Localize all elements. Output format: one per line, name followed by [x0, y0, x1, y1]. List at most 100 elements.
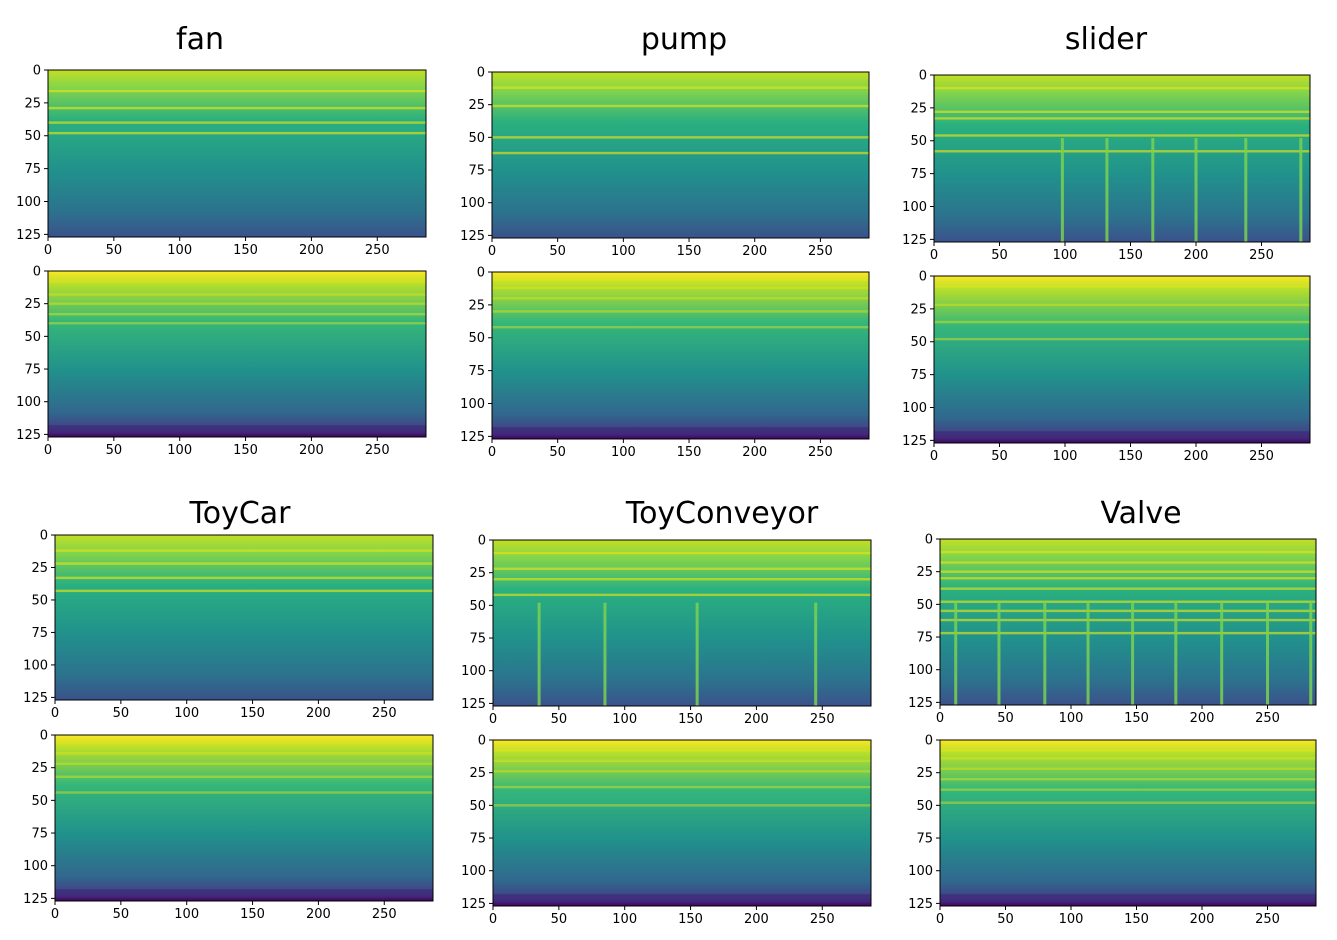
- frequency-band: [55, 775, 433, 779]
- y-tick-label: 25: [469, 566, 486, 581]
- y-tick-label: 75: [910, 368, 927, 383]
- y-tick-label: 50: [468, 331, 485, 346]
- x-tick-label: 0: [489, 912, 497, 927]
- y-tick-label: 125: [461, 697, 486, 712]
- chart-title: ToyConveyor: [625, 496, 819, 531]
- y-tick-label: 0: [919, 69, 927, 84]
- x-tick-label: 200: [744, 912, 769, 927]
- x-tick-label: 150: [1118, 248, 1143, 263]
- x-tick-label: 200: [1190, 912, 1215, 927]
- y-tick-label: 75: [910, 167, 927, 182]
- frequency-band: [493, 804, 871, 807]
- panel-spectrogram: 0 50 100 150 200 250 0 25 50 75 100 125: [461, 534, 872, 727]
- chart-title: fan: [176, 22, 224, 57]
- frequency-band: [940, 609, 1316, 613]
- frequency-band: [492, 310, 869, 313]
- heatmap-image: [48, 70, 426, 237]
- transient-pulse: [954, 601, 958, 705]
- y-tick-label: 0: [477, 266, 485, 281]
- transient-pulse: [1299, 138, 1303, 242]
- x-tick-label: 50: [549, 445, 566, 460]
- frequency-band: [940, 561, 1316, 564]
- transient-pulse: [1220, 601, 1224, 705]
- x-tick-label: 250: [365, 443, 390, 458]
- chart-title: pump: [641, 22, 727, 57]
- y-tick-label: 125: [902, 233, 927, 248]
- frequency-band: [55, 752, 433, 755]
- x-tick-label: 100: [611, 445, 636, 460]
- y-tick-label: 75: [31, 827, 48, 842]
- y-tick-label: 0: [477, 66, 485, 81]
- x-tick-label: 0: [930, 248, 938, 263]
- x-tick-label: 250: [810, 912, 835, 927]
- panel-spectrogram: 0 50 100 150 200 250 0 25 50 75 100 125: [23, 529, 434, 721]
- frequency-band: [55, 791, 433, 794]
- heatmap-image: [55, 735, 433, 901]
- frequency-band: [934, 320, 1310, 324]
- x-tick-label: 100: [174, 907, 199, 922]
- frequency-band: [493, 759, 871, 763]
- x-tick-label: 50: [113, 907, 130, 922]
- x-tick-label: 50: [997, 711, 1014, 726]
- frequency-band: [493, 551, 871, 555]
- panel-reconstruction: 0 50 100 150 200 250 0 25 50 75 100 125: [460, 266, 870, 460]
- panel-reconstruction: 0 50 100 150 200 250 0 25 50 75 100 125: [16, 265, 427, 458]
- y-tick-label: 75: [469, 832, 486, 847]
- axes-frame: [47, 270, 427, 438]
- x-tick-label: 100: [1059, 912, 1084, 927]
- x-tick-label: 200: [306, 706, 331, 721]
- frequency-band: [940, 749, 1316, 752]
- frequency-band: [940, 577, 1316, 580]
- x-tick-label: 250: [810, 712, 835, 727]
- frequency-band: [940, 767, 1316, 770]
- x-tick-label: 50: [997, 912, 1014, 927]
- y-tick-label: 100: [461, 864, 486, 879]
- x-tick-label: 50: [991, 248, 1008, 263]
- heatmap-image: [940, 740, 1316, 906]
- chart-title: ToyCar: [188, 496, 291, 531]
- y-tick-label: 25: [916, 766, 933, 781]
- x-tick-label: 100: [611, 244, 636, 259]
- x-tick-label: 250: [372, 907, 397, 922]
- panel-spectrogram: 0 50 100 150 200 250 0 25 50 75 100 125: [16, 64, 427, 258]
- y-tick-label: 0: [40, 729, 48, 744]
- axes-frame: [54, 534, 434, 701]
- frequency-band: [492, 104, 869, 108]
- frequency-band: [493, 567, 871, 570]
- frequency-band: [940, 631, 1316, 635]
- x-tick-label: 200: [742, 445, 767, 460]
- transient-pulse: [1174, 601, 1178, 705]
- frequency-band: [48, 322, 426, 325]
- y-tick-label: 25: [468, 98, 485, 113]
- y-tick-label: 75: [24, 363, 41, 378]
- x-tick-label: 0: [488, 445, 496, 460]
- frequency-band: [493, 785, 871, 789]
- low-energy-band: [48, 425, 426, 437]
- frequency-band: [493, 749, 871, 752]
- y-tick-label: 25: [916, 565, 933, 580]
- transient-pulse: [814, 602, 818, 706]
- x-tick-label: 50: [991, 449, 1008, 464]
- y-tick-label: 50: [31, 593, 48, 608]
- x-tick-label: 100: [1059, 711, 1084, 726]
- x-tick-label: 0: [489, 712, 497, 727]
- axes-frame: [47, 69, 427, 238]
- x-tick-label: 150: [233, 243, 258, 258]
- x-tick-label: 150: [240, 907, 265, 922]
- frequency-band: [934, 110, 1310, 114]
- heatmap-image: [934, 276, 1310, 443]
- frequency-band: [48, 131, 426, 135]
- x-tick-label: 150: [1124, 912, 1149, 927]
- y-tick-label: 50: [469, 599, 486, 614]
- x-tick-label: 0: [488, 244, 496, 259]
- axes-frame: [933, 74, 1311, 243]
- y-tick-label: 0: [33, 265, 41, 280]
- frequency-band: [493, 593, 871, 597]
- frequency-band: [934, 285, 1310, 288]
- x-tick-label: 50: [113, 706, 130, 721]
- x-tick-label: 250: [1249, 248, 1274, 263]
- x-tick-label: 150: [677, 445, 702, 460]
- y-tick-label: 100: [460, 397, 485, 412]
